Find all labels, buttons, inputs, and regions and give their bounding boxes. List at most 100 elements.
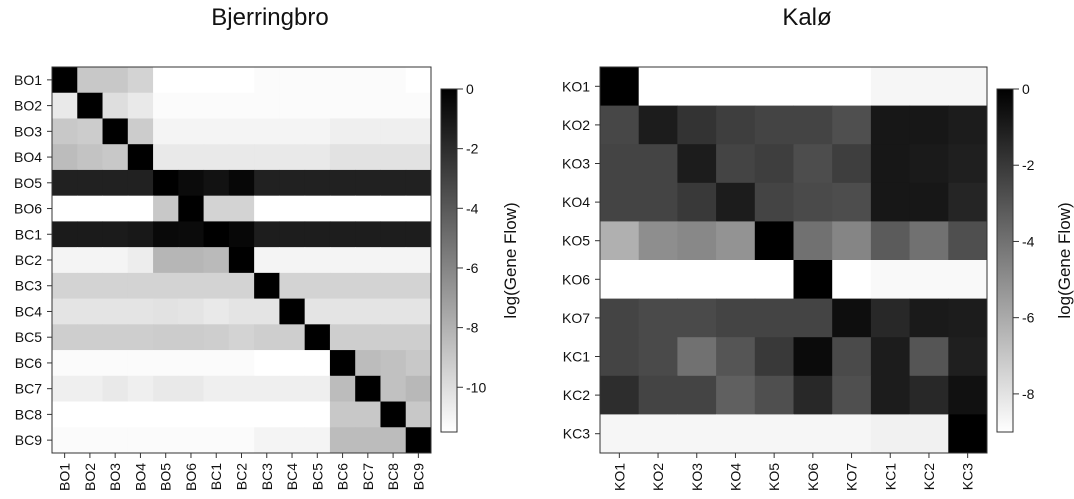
heatmap-cell — [329, 375, 356, 403]
heatmap-cell — [716, 298, 756, 338]
heatmap-cell — [754, 67, 794, 107]
heatmap-cell — [405, 272, 432, 300]
heatmap-cell — [127, 169, 154, 197]
heatmap-cell — [832, 221, 872, 261]
y-tick-label: KC3 — [563, 426, 590, 442]
heatmap-cell — [638, 375, 678, 415]
heatmap-cell — [203, 195, 230, 222]
colorbar-tick-label: -6 — [1022, 310, 1035, 326]
heatmap-cell — [153, 67, 179, 94]
heatmap-cell — [228, 272, 255, 300]
heatmap-cell — [405, 427, 432, 454]
heatmap-cell — [102, 195, 129, 222]
heatmap-cell — [677, 260, 717, 300]
heatmap-cell — [304, 298, 331, 325]
heatmap-cell — [600, 67, 640, 107]
y-tick-label: KO7 — [562, 310, 590, 326]
heatmap-cell — [329, 92, 356, 119]
heatmap-cell — [77, 195, 104, 222]
heatmap-cell — [638, 414, 678, 454]
heatmap-cell — [178, 92, 205, 119]
heatmap-cell — [178, 221, 205, 248]
y-tick-label: BO1 — [14, 72, 42, 88]
heatmap-cell — [203, 221, 230, 248]
heatmap-cell — [304, 144, 331, 171]
y-tick-label: BC7 — [15, 381, 42, 397]
heatmap-cell — [793, 414, 833, 454]
heatmap-cell — [909, 260, 949, 300]
heatmap-cell — [638, 260, 678, 300]
heatmap-cell — [405, 169, 432, 197]
heatmap-cell — [716, 414, 756, 454]
heatmap-cell — [716, 221, 756, 261]
heatmap-cell — [203, 427, 230, 454]
x-tick-label: BC5 — [309, 463, 325, 490]
heatmap-cell — [304, 118, 331, 145]
heatmap-cell — [638, 144, 678, 184]
heatmap-cell — [638, 105, 678, 145]
heatmap-cell — [178, 169, 205, 197]
heatmap-cell — [178, 144, 205, 171]
heatmap-cell — [380, 247, 407, 274]
x-tick-label: BO2 — [82, 463, 98, 491]
heatmap-cell — [329, 118, 356, 145]
heatmap-cell — [254, 350, 280, 377]
colorbar-label: log(Gene Flow) — [501, 202, 520, 318]
heatmap-cell — [52, 247, 78, 274]
heatmap-cell — [355, 427, 381, 454]
heatmap-cell — [832, 182, 872, 222]
heatmap-cell — [380, 375, 407, 403]
heatmap-cell — [127, 247, 154, 274]
heatmap-cell — [870, 375, 911, 415]
heatmap-cell — [127, 221, 154, 248]
heatmap-cell — [254, 272, 280, 300]
heatmap-cell — [178, 298, 205, 325]
heatmap-cell — [948, 67, 988, 107]
colorbar-tick-label: -2 — [466, 141, 479, 157]
heatmap-cell — [203, 272, 230, 300]
colorbar-tick-label: 0 — [1022, 81, 1030, 97]
x-tick-label: BO6 — [183, 463, 199, 491]
heatmap-cell — [102, 221, 129, 248]
heatmap-cell — [127, 375, 154, 403]
heatmap-cell — [279, 118, 306, 145]
heatmap-cell — [254, 221, 280, 248]
heatmap-cell — [329, 247, 356, 274]
heatmap-cell — [254, 324, 280, 351]
x-tick-label: BO1 — [57, 463, 73, 491]
heatmap-cell — [127, 144, 154, 171]
chart-title-bjerringbro: Bjerringbro — [211, 4, 329, 31]
heatmap-cell — [870, 221, 911, 261]
heatmap-cell — [52, 375, 78, 403]
heatmap-cell — [228, 118, 255, 145]
heatmap-cell — [329, 169, 356, 197]
heatmap-cell — [329, 272, 356, 300]
heatmap-cell — [102, 324, 129, 351]
heatmap-cell — [127, 118, 154, 145]
heatmap-cell — [754, 375, 794, 415]
heatmap-cell — [638, 221, 678, 261]
heatmap-cell — [127, 272, 154, 300]
heatmap-cell — [52, 221, 78, 248]
y-tick-label: KO5 — [562, 233, 590, 249]
heatmap-cell — [600, 144, 640, 184]
heatmap-cell — [380, 169, 407, 197]
x-tick-label: BO5 — [158, 463, 174, 491]
heatmap-cell — [355, 247, 381, 274]
heatmap-cell — [380, 324, 407, 351]
heatmap-cell — [793, 375, 833, 415]
heatmap-cell — [77, 221, 104, 248]
heatmap-cell — [329, 221, 356, 248]
heatmap-cell — [405, 195, 432, 222]
y-tick-label: KO3 — [562, 156, 590, 172]
heatmap-cell — [127, 324, 154, 351]
heatmap-cell — [405, 247, 432, 274]
heatmap-cell — [380, 92, 407, 119]
heatmap-cell — [355, 272, 381, 300]
heatmap-cell — [77, 247, 104, 274]
heatmap-cell — [178, 247, 205, 274]
heatmap-cell — [203, 350, 230, 377]
heatmap-cell — [304, 272, 331, 300]
y-tick-label: BC6 — [15, 355, 42, 371]
